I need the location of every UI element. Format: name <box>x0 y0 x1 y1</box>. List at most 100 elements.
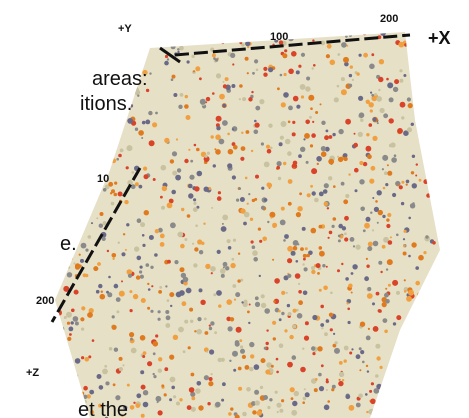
atom <box>221 399 224 402</box>
atom <box>99 385 104 390</box>
atom <box>81 243 87 249</box>
atom <box>256 69 259 72</box>
atom <box>445 276 449 280</box>
atom <box>232 284 236 288</box>
atom <box>176 402 180 406</box>
atom <box>383 113 388 118</box>
atom <box>320 103 322 105</box>
atom <box>247 311 250 314</box>
atom <box>433 166 437 170</box>
atom <box>341 182 345 186</box>
atom <box>389 118 394 123</box>
atom <box>438 115 442 119</box>
atom <box>114 284 119 289</box>
atom <box>377 222 379 224</box>
atom <box>297 313 303 319</box>
atom <box>222 120 228 126</box>
atom <box>324 135 329 140</box>
atom <box>311 270 315 274</box>
atom <box>129 290 132 293</box>
atom <box>130 309 133 312</box>
atom <box>378 89 380 91</box>
atom <box>341 263 343 265</box>
atom <box>171 190 176 195</box>
atom <box>96 290 100 294</box>
atom <box>215 149 221 155</box>
atom <box>252 250 258 256</box>
atom <box>114 182 117 185</box>
atom <box>298 27 303 32</box>
atom <box>370 92 372 94</box>
atom <box>160 242 165 247</box>
atom <box>287 246 293 252</box>
atom <box>199 77 202 80</box>
atom <box>90 119 94 123</box>
atom <box>54 290 56 292</box>
atom <box>284 234 289 239</box>
atom <box>359 369 361 371</box>
atom <box>404 43 407 46</box>
atom <box>343 199 348 204</box>
atom <box>312 191 316 195</box>
atom <box>351 272 354 275</box>
atom <box>374 93 377 96</box>
atom <box>358 132 363 137</box>
atom <box>350 237 355 242</box>
atom <box>277 87 280 90</box>
atom <box>303 397 307 401</box>
atom <box>194 186 199 191</box>
atom <box>255 296 259 300</box>
atom <box>320 305 324 309</box>
atom <box>333 217 337 221</box>
atom <box>378 261 382 265</box>
atom <box>169 355 174 360</box>
atom <box>397 184 399 186</box>
atom <box>217 196 222 201</box>
atom <box>383 318 388 323</box>
atom <box>135 182 139 186</box>
atom <box>142 244 145 247</box>
atom <box>147 307 150 310</box>
atom <box>71 321 74 324</box>
atom <box>210 266 216 272</box>
atom <box>216 126 220 130</box>
atom <box>412 412 416 416</box>
atom <box>209 325 211 327</box>
atom <box>445 312 451 318</box>
atom <box>257 410 263 416</box>
atom <box>200 34 204 38</box>
atom <box>421 376 426 381</box>
atom <box>276 166 280 170</box>
atom <box>300 147 305 152</box>
atom <box>439 67 443 71</box>
atom <box>292 132 296 136</box>
atom <box>302 263 304 265</box>
atom <box>392 401 396 405</box>
atom <box>439 171 443 175</box>
atom <box>362 361 365 364</box>
atom <box>233 369 236 372</box>
atom <box>268 124 272 128</box>
atom <box>364 223 370 229</box>
atom <box>415 266 419 270</box>
atom <box>358 23 364 29</box>
atom <box>288 36 294 42</box>
atom <box>195 66 200 71</box>
atom <box>136 393 141 398</box>
atom <box>149 140 155 146</box>
atom <box>388 240 393 245</box>
atom <box>158 357 162 361</box>
atom <box>112 325 117 330</box>
atom <box>360 207 365 212</box>
atom <box>239 98 241 100</box>
atom <box>108 276 111 279</box>
atom <box>329 135 333 139</box>
atom <box>359 179 364 184</box>
atom <box>153 375 156 378</box>
atom <box>291 397 294 400</box>
atom <box>248 37 250 39</box>
atom <box>300 247 304 251</box>
atom <box>103 188 107 192</box>
atom <box>339 379 341 381</box>
atom <box>326 54 330 58</box>
